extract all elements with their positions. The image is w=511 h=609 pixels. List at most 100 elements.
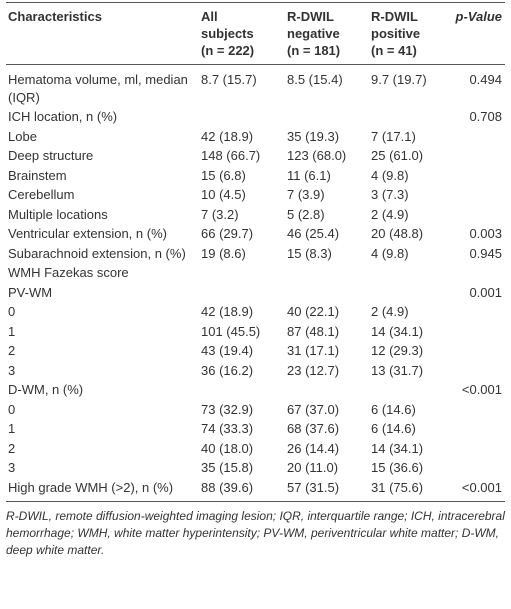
table-row: Deep structure 148 (66.7) 123 (68.0) 25 (61…: [6, 146, 505, 166]
table-cell: Lobe: [8, 128, 37, 144]
table-cell: 4 (9.8): [371, 245, 409, 261]
empty-cell: [449, 127, 505, 147]
table-row: Subarachnoid extension, n (%) 19 (8.6) 15 …: [6, 244, 505, 264]
header-line: subjects: [201, 26, 254, 41]
table-row: Multiple locations 7 (3.2) 5 (2.8) 2 (4.9): [6, 205, 505, 225]
empty-cell: [199, 380, 285, 400]
table-cell: 43 (19.4): [201, 343, 254, 358]
table-cell: PV-WM: [8, 284, 53, 300]
table-cell: 2: [8, 343, 16, 358]
header-cell: p-Value: [449, 2, 505, 65]
header-line: R-DWIL: [371, 9, 418, 24]
table-cell: 7 (3.9): [287, 187, 325, 202]
empty-cell: [285, 107, 369, 127]
table-cell: D-WM, n (%): [8, 382, 84, 397]
table-cell: 20 (48.8): [371, 226, 424, 241]
table-cell: 13 (31.7): [371, 362, 424, 378]
table-cell: 14 (34.1): [371, 323, 424, 339]
header-line: R-DWIL: [287, 9, 334, 24]
table-cell: <0.001: [461, 382, 502, 397]
header-line: p-Value: [455, 9, 502, 24]
table-body: Hematoma volume, ml, median (IQR) 8.7 (15…: [6, 65, 505, 502]
table-cell: <0.001: [449, 477, 505, 502]
table-cell: 73 (32.9): [201, 401, 254, 417]
empty-cell: [449, 146, 505, 166]
table-cell: 10 (4.5): [201, 187, 246, 202]
table-cell: 4 (9.8): [371, 167, 409, 183]
table-cell: High grade WMH (>2), n (%): [6, 477, 199, 502]
table-cell: 57 (31.5): [285, 477, 369, 502]
table-cell: Brainstem: [8, 167, 67, 183]
empty-cell: [199, 283, 285, 303]
table-cell: WMH Fazekas score: [8, 265, 129, 280]
header-line: (n = 41): [371, 43, 417, 58]
table-cell: 20 (11.0): [287, 460, 339, 475]
table-cell: 19 (8.6): [201, 245, 246, 261]
table-cell: 101 (45.5): [201, 323, 261, 339]
table-cell: 0: [8, 304, 16, 319]
table-cell: 31 (17.1): [287, 343, 340, 358]
table-cell: 46 (25.4): [287, 226, 340, 241]
empty-cell: [449, 185, 505, 205]
table-cell: 8.5 (15.4): [287, 72, 343, 87]
header-cell: Characteristics: [6, 2, 199, 65]
table-cell: 40 (18.0): [201, 440, 254, 456]
table-cell: 148 (66.7): [201, 148, 261, 163]
empty-cell: [449, 302, 505, 322]
table-cell: 25 (61.0): [371, 148, 424, 163]
table-cell: 1: [8, 421, 16, 436]
table-row: 2 40 (18.0) 26 (14.4) 14 (34.1): [6, 439, 505, 459]
table-row: 1 101 (45.5) 87 (48.1) 14 (34.1): [6, 322, 505, 342]
table-cell: 9.7 (19.7): [371, 72, 427, 87]
header-cell: R-DWIL positive (n = 41): [369, 2, 449, 65]
table-cell: Ventricular extension, n (%): [8, 226, 167, 241]
header-cell: All subjects (n = 222): [199, 2, 285, 65]
empty-cell: [449, 361, 505, 381]
table-cell: 12 (29.3): [371, 343, 424, 358]
table-cell: 74 (33.3): [201, 421, 254, 436]
table-cell: 66 (29.7): [201, 226, 254, 241]
empty-cell: [449, 205, 505, 225]
table-cell: 6 (14.6): [371, 401, 416, 417]
data-table: Characteristics All subjects (n = 222) R-DWI…: [6, 2, 505, 502]
empty-cell: [449, 419, 505, 439]
table-cell: Multiple locations: [8, 206, 108, 222]
empty-cell: [449, 400, 505, 420]
empty-cell: [285, 263, 369, 283]
header-line: All: [201, 9, 218, 24]
table-row: 3 36 (16.2) 23 (12.7) 13 (31.7): [6, 361, 505, 381]
table-cell: Deep structure: [8, 148, 94, 163]
table-cell: 31 (75.6): [369, 477, 449, 502]
table-row: Ventricular extension, n (%) 66 (29.7) 46 …: [6, 224, 505, 244]
table-cell: 67 (37.0): [287, 401, 340, 417]
table-row: Brainstem 15 (6.8) 11 (6.1) 4 (9.8): [6, 166, 505, 186]
table-cell: 7 (3.2): [201, 206, 239, 222]
table-cell: 7 (17.1): [371, 128, 416, 144]
empty-cell: [369, 283, 449, 303]
table-row: D-WM, n (%) <0.001: [6, 380, 505, 400]
table-header: Characteristics All subjects (n = 222) R-DWI…: [6, 2, 505, 65]
table-cell: 1: [8, 323, 16, 339]
header-line: negative: [287, 26, 340, 41]
table-cell: 0.708: [469, 109, 502, 124]
table-cell: 123 (68.0): [287, 148, 347, 163]
table-cell: 3 (7.3): [371, 187, 409, 202]
table-cell: 2 (4.9): [371, 304, 409, 319]
table-cell: 0.003: [469, 226, 502, 241]
empty-cell: [369, 380, 449, 400]
header-line: Characteristics: [8, 9, 102, 24]
table-row: Lobe 42 (18.9) 35 (19.3) 7 (17.1): [6, 127, 505, 147]
table-row: Cerebellum 10 (4.5) 7 (3.9) 3 (7.3): [6, 185, 505, 205]
table-cell: 11 (6.1): [287, 167, 331, 183]
table-cell: 15 (8.3): [287, 245, 332, 261]
table-row: High grade WMH (>2), n (%) 88 (39.6) 57 (3…: [6, 477, 505, 502]
table-cell: 15 (6.8): [201, 167, 246, 183]
table-cell: 26 (14.4): [287, 440, 340, 456]
table-row: PV-WM 0.001: [6, 283, 505, 303]
table-cell: Cerebellum: [8, 187, 75, 202]
header-cell: R-DWIL negative (n = 181): [285, 2, 369, 65]
empty-cell: [449, 322, 505, 342]
table-cell: 2 (4.9): [371, 206, 409, 222]
empty-cell: [199, 263, 285, 283]
empty-cell: [369, 263, 449, 283]
